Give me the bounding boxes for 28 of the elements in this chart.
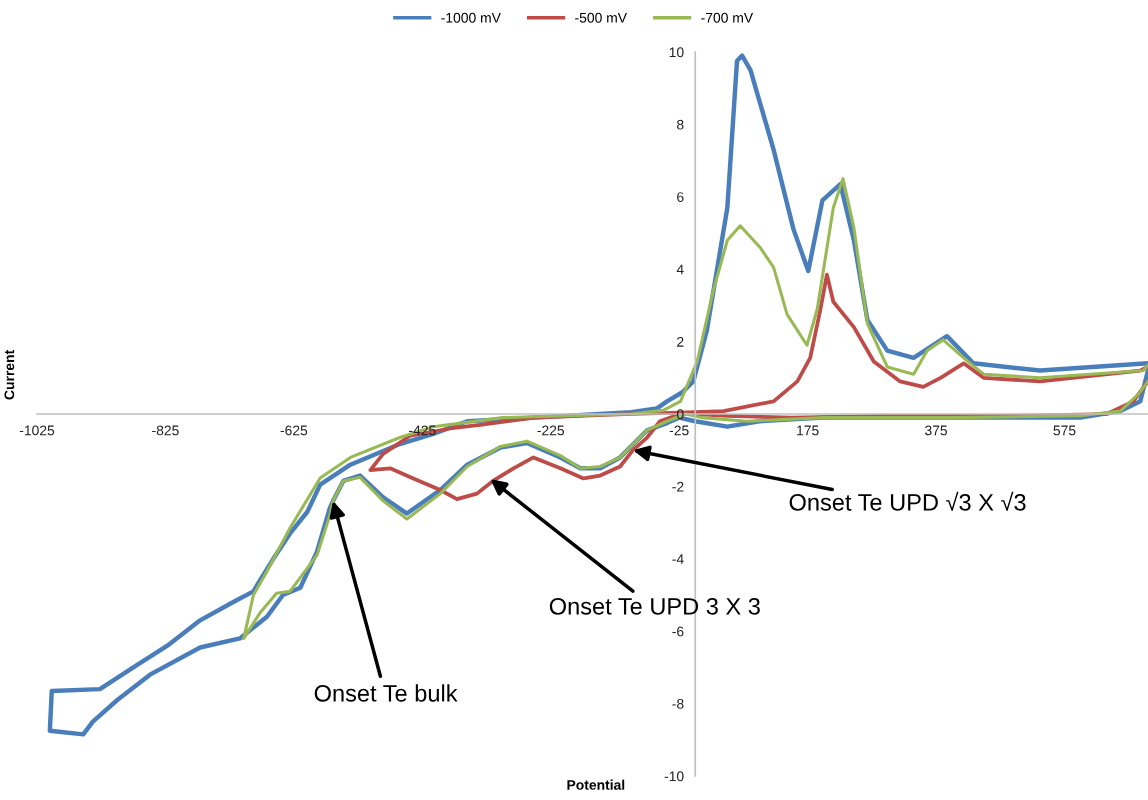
x-tick-label: -625 — [280, 425, 308, 436]
x-tick-label: 175 — [797, 425, 819, 436]
y-tick-label: -4 — [672, 554, 684, 564]
y-tick-label: -10 — [664, 771, 684, 782]
y-tick-label: -2 — [672, 481, 684, 492]
y-tick-label: -6 — [672, 626, 684, 637]
x-tick-label: -225 — [537, 425, 565, 436]
x-tick-label: -825 — [152, 425, 179, 436]
y-tick-label: -8 — [672, 698, 684, 709]
y-tick-label: 4 — [676, 264, 684, 275]
y-tick-label: 2 — [677, 336, 684, 347]
legend-label: -700 mV — [701, 12, 754, 23]
x-tick-label: 575 — [1053, 425, 1076, 436]
x-tick-label: -425 — [409, 425, 436, 436]
x-tick-label: 375 — [925, 425, 948, 436]
y-tick-label: 10 — [669, 47, 684, 58]
y-axis-title: Current — [4, 349, 15, 400]
y-tick-label: 8 — [677, 119, 684, 130]
y-tick-label: 6 — [677, 192, 684, 202]
annotation: Onset Te UPD 3 X 3 — [549, 597, 760, 615]
legend-label: -1000 mV — [441, 12, 501, 23]
x-tick-label: -1025 — [19, 425, 55, 436]
x-tick-label: -25 — [669, 425, 689, 436]
annotation: Onset Te bulk — [314, 684, 458, 702]
legend-label: -500 mV — [575, 12, 627, 23]
x-axis-title: Potential — [567, 779, 625, 790]
line-series — [242, 177, 1148, 640]
annotation: Onset Te UPD √3 X √3 — [789, 491, 1026, 511]
